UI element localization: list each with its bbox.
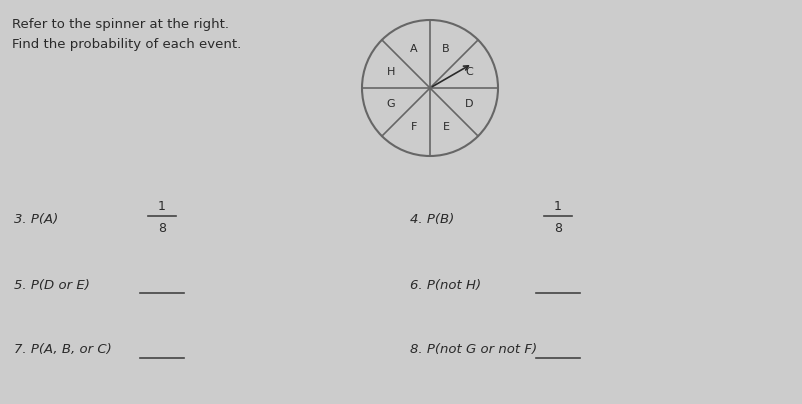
Text: 8: 8	[554, 221, 562, 234]
Text: 1: 1	[158, 200, 166, 213]
Text: B: B	[443, 44, 450, 54]
Text: 7. P(A, B, or C): 7. P(A, B, or C)	[14, 343, 111, 356]
Text: 6. P(not H): 6. P(not H)	[410, 278, 481, 292]
Text: F: F	[411, 122, 417, 132]
Text: 8. P(not G or not F): 8. P(not G or not F)	[410, 343, 537, 356]
Text: G: G	[387, 99, 395, 109]
Text: 3. P(A): 3. P(A)	[14, 213, 59, 227]
Text: 8: 8	[158, 221, 166, 234]
Text: 1: 1	[554, 200, 562, 213]
Text: A: A	[410, 44, 418, 54]
Text: C: C	[465, 67, 473, 77]
Text: D: D	[464, 99, 473, 109]
Text: Find the probability of each event.: Find the probability of each event.	[12, 38, 241, 51]
Text: Refer to the spinner at the right.: Refer to the spinner at the right.	[12, 18, 229, 31]
Text: E: E	[443, 122, 450, 132]
Text: 4. P(B): 4. P(B)	[410, 213, 454, 227]
Text: H: H	[387, 67, 395, 77]
Text: 5. P(D or E): 5. P(D or E)	[14, 278, 90, 292]
